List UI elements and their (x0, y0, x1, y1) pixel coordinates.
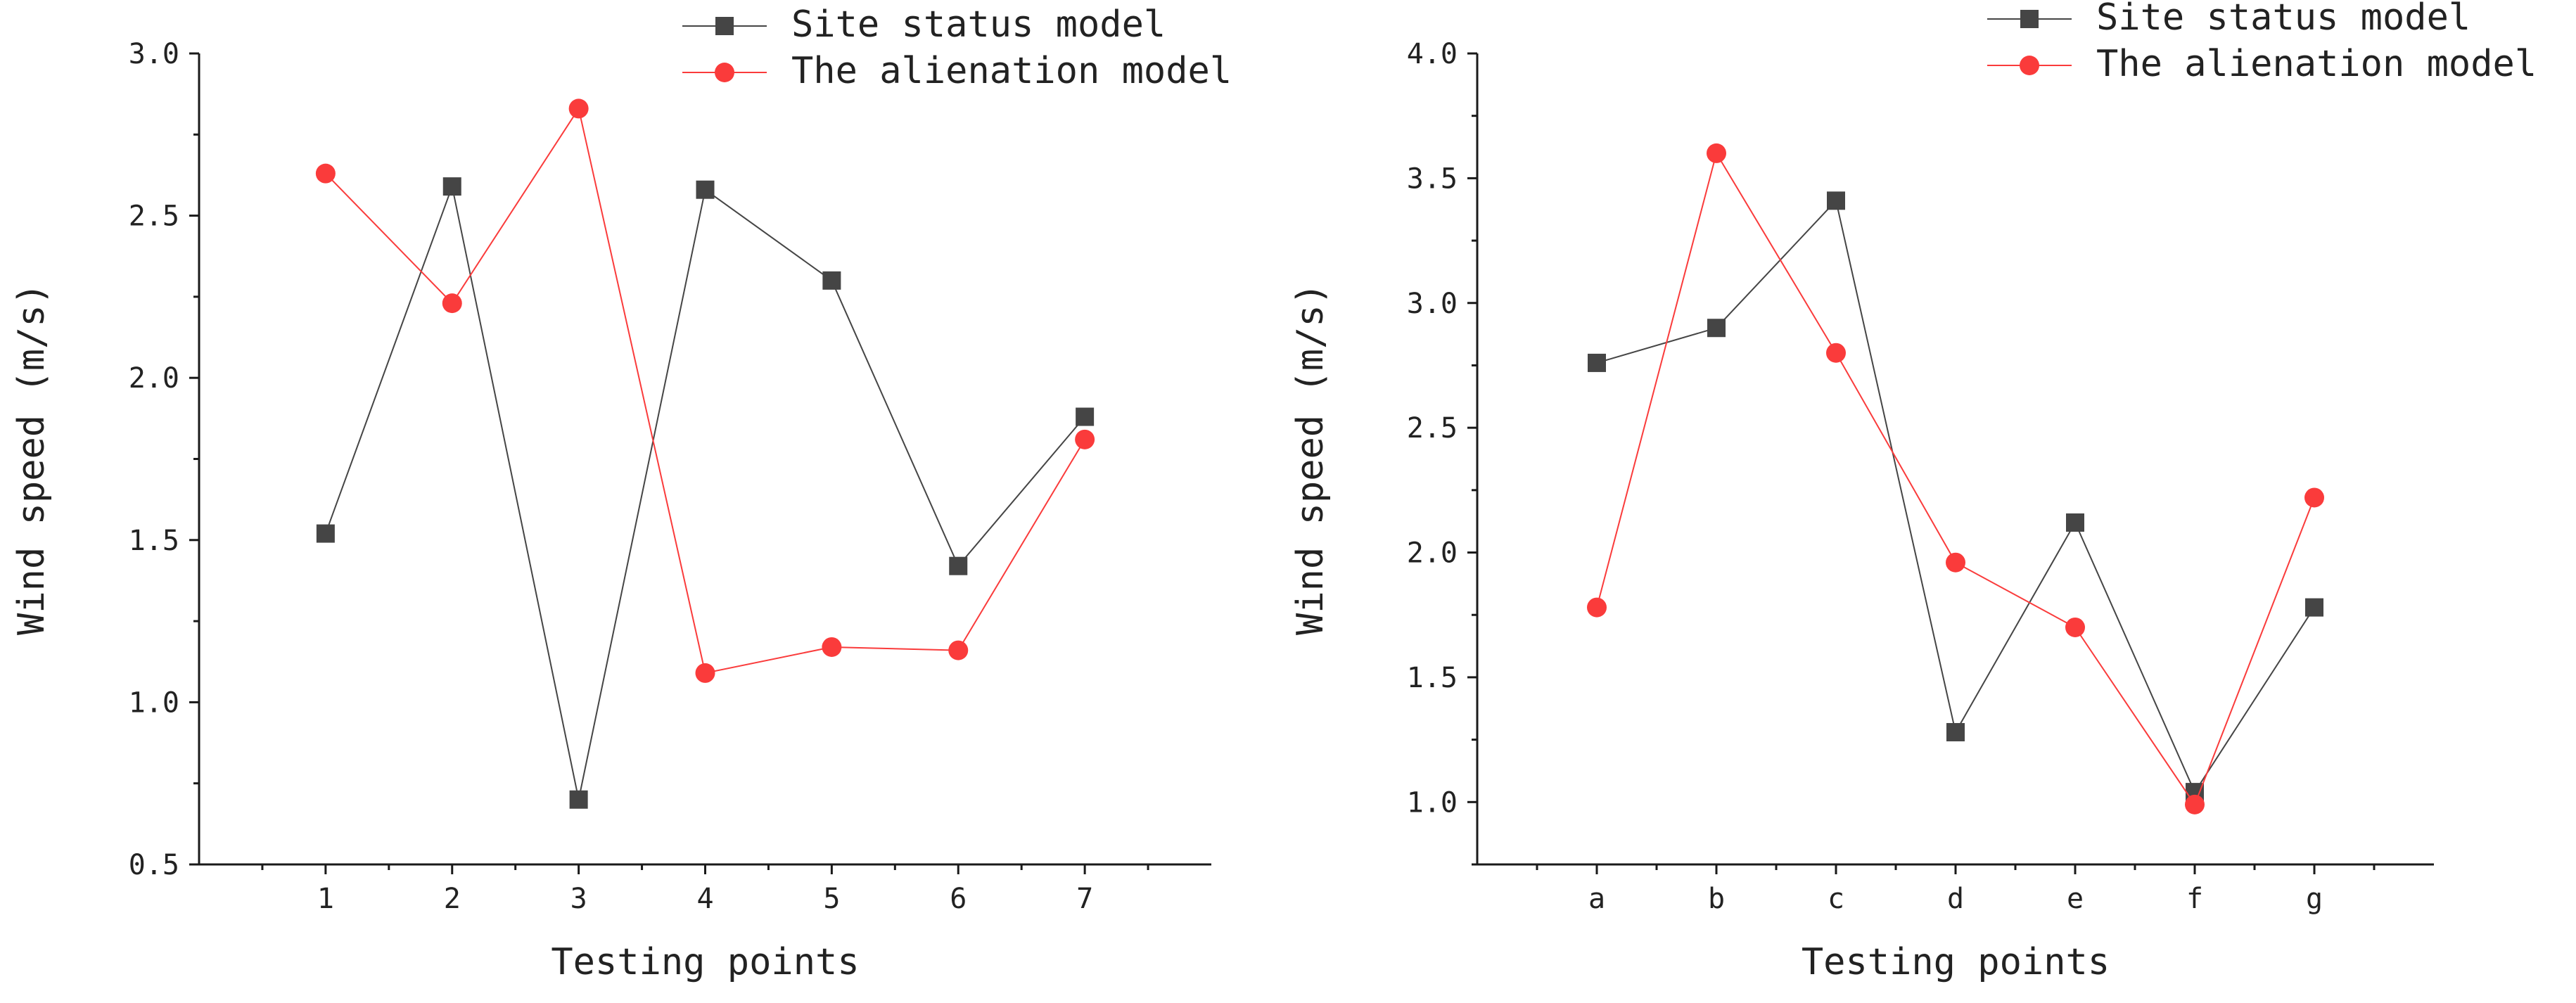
x-tick-label: 2 (444, 883, 461, 915)
data-point-square (1588, 353, 1606, 372)
data-point-circle (1826, 343, 1846, 363)
y-tick-label: 3.5 (1407, 162, 1458, 195)
x-tick-label: 7 (1076, 883, 1093, 915)
y-tick-label: 2.0 (1407, 537, 1458, 570)
legend-marker-square (2020, 10, 2039, 28)
data-point-circle (695, 663, 715, 683)
data-point-square (822, 271, 841, 290)
y-axis-title: Wind speed (m/s) (11, 283, 53, 635)
data-point-square (696, 180, 715, 199)
legend-marker-circle (715, 63, 734, 82)
y-tick-label: 1.5 (129, 525, 179, 557)
x-axis-title: Testing points (551, 941, 859, 983)
data-point-circle (315, 163, 336, 184)
y-tick-label: 2.5 (129, 200, 179, 233)
data-point-circle (568, 98, 589, 119)
x-tick-label: b (1708, 883, 1725, 915)
legend-label: Site status model (791, 4, 1166, 46)
data-point-circle (948, 640, 969, 660)
legend-label: The alienation model (2096, 43, 2537, 85)
data-point-circle (822, 637, 842, 657)
x-tick-label: c (1828, 883, 1844, 915)
x-tick-label: f (2186, 883, 2203, 915)
legend-label: Site status model (2096, 0, 2470, 39)
data-point-circle (2304, 487, 2324, 508)
x-tick-label: 5 (823, 883, 840, 915)
right-chart: 1.0 1.5 2.0 2.5 3.0 3.5 4.0 a b c d e f g Testing poin… (1289, 0, 2537, 983)
x-tick-label: e (2067, 883, 2084, 915)
y-tick-label: 1.5 (1407, 662, 1458, 694)
data-point-square (949, 556, 968, 575)
x-tick-label: 3 (570, 883, 587, 915)
data-point-square (1076, 407, 1095, 426)
data-point-circle (442, 293, 462, 314)
legend-label: The alienation model (791, 50, 1232, 92)
y-tick-label: 1.0 (129, 686, 179, 719)
y-tick-label: 2.5 (1407, 412, 1458, 445)
left-chart: 0.5 1.0 1.5 2.0 2.5 3.0 1 2 3 4 5 6 7 Testing points W… (11, 4, 1232, 983)
data-point-circle (2185, 794, 2205, 814)
data-point-square (1946, 722, 1965, 741)
data-point-square (569, 790, 588, 809)
x-axis-title: Testing points (1802, 941, 2110, 983)
y-tick-label: 4.0 (1407, 38, 1458, 70)
y-axis-title: Wind speed (m/s) (1289, 283, 1332, 635)
y-tick-label: 1.0 (1407, 786, 1458, 819)
data-point-square (1827, 191, 1845, 210)
data-point-square (316, 524, 335, 543)
data-point-circle (2065, 617, 2085, 637)
x-tick-label: g (2306, 883, 2323, 915)
x-tick-label: a (1588, 883, 1605, 915)
data-point-square (2066, 513, 2084, 532)
y-tick-label: 2.0 (129, 362, 179, 395)
data-point-circle (1075, 429, 1095, 449)
data-point-square (1707, 319, 1726, 338)
x-tick-label: 1 (317, 883, 334, 915)
x-tick-label: 4 (696, 883, 713, 915)
data-point-circle (1587, 597, 1607, 618)
y-tick-label: 3.0 (1407, 288, 1458, 320)
legend-marker-circle (2020, 56, 2039, 75)
data-point-circle (1707, 143, 1726, 163)
x-tick-label: d (1947, 883, 1964, 915)
y-tick-label: 3.0 (129, 38, 179, 70)
x-tick-label: 6 (950, 883, 967, 915)
data-point-square (2305, 598, 2323, 617)
data-point-square (442, 177, 461, 196)
y-tick-label: 0.5 (129, 849, 179, 881)
legend-marker-square (715, 17, 734, 35)
data-point-circle (1946, 552, 1965, 573)
